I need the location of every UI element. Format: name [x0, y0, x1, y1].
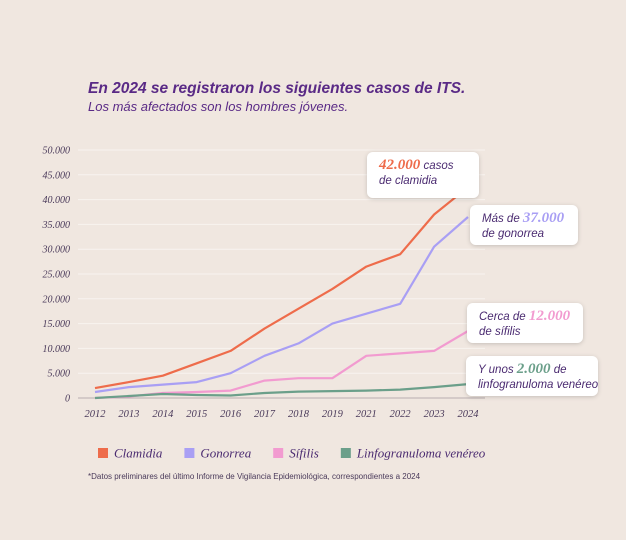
annotation-number: 42.000 [378, 157, 421, 173]
annotation-box [470, 205, 578, 245]
x-tick-label: 2021 [356, 409, 377, 420]
legend-label: Sífilis [289, 446, 319, 461]
series-line [94, 216, 469, 394]
annotation-word: de gonorrea [482, 228, 544, 240]
annotation-text: de gonorrea [482, 228, 544, 240]
y-tick-label: 0 [65, 394, 70, 405]
annotation-word: Más de [482, 213, 523, 225]
annotation-word: de [551, 364, 567, 376]
y-tick-label: 5.000 [48, 369, 71, 380]
x-tick-label: 2012 [85, 409, 107, 420]
y-tick-label: 10.000 [43, 344, 71, 355]
annotation-word: Y unos [478, 364, 517, 376]
y-tick-label: 45.000 [43, 170, 71, 181]
annotation-text: Más de 37.000 [482, 210, 565, 226]
annotation-text: linfogranuloma venéreo [478, 379, 599, 391]
annotation-text: de sífilis [479, 326, 521, 338]
annotation-word: de sífilis [479, 326, 521, 338]
x-tick-label: 2014 [152, 409, 174, 420]
x-tick-label: 2019 [322, 409, 344, 420]
y-tick-label: 40.000 [43, 195, 71, 206]
x-tick-label: 2015 [186, 409, 207, 420]
chart-subtitle: Los más afectados son los hombres jóvene… [88, 99, 348, 114]
annotation-text: Cerca de 12.000 [479, 308, 571, 324]
x-tick-label: 2023 [424, 409, 445, 420]
legend-label: Clamidia [114, 446, 163, 461]
x-tick-label: 2024 [458, 409, 480, 420]
legend-label: Gonorrea [200, 446, 251, 461]
annotation-text: de clamidia [379, 175, 437, 187]
annotation-box [466, 356, 598, 396]
x-tick-label: 2017 [254, 409, 276, 420]
annotation-box [367, 152, 479, 198]
legend-swatch [98, 448, 108, 458]
y-tick-label: 30.000 [42, 245, 71, 256]
x-tick-label: 2016 [220, 409, 242, 420]
legend-swatch [273, 448, 284, 458]
y-tick-label: 50.000 [43, 146, 71, 157]
legend-swatch [340, 448, 351, 458]
annotation-word: Cerca de [479, 311, 529, 323]
legend-label: Linfogranuloma venéreo [356, 446, 486, 461]
annotation-number: 12.000 [529, 308, 571, 324]
annotation-number: 2.000 [516, 361, 551, 377]
annotation-text: 42.000 casos [378, 157, 454, 173]
x-tick-label: 2022 [390, 409, 412, 420]
y-tick-label: 35.000 [42, 220, 71, 231]
y-tick-label: 20.000 [43, 294, 71, 305]
legend-swatch [184, 448, 195, 458]
x-tick-label: 2013 [118, 409, 139, 420]
y-tick-label: 15.000 [43, 319, 71, 330]
annotation-word: casos [420, 160, 453, 172]
footnote: *Datos preliminares del último Informe d… [88, 472, 421, 481]
annotation-word: linfogranuloma venéreo [478, 379, 599, 391]
annotation-text: Y unos 2.000 de [478, 361, 567, 377]
annotation-box [467, 303, 583, 343]
series-line [94, 186, 469, 390]
annotation-number: 37.000 [522, 210, 565, 226]
chart-title: En 2024 se registraron los siguientes ca… [88, 80, 465, 97]
annotation-word: de clamidia [379, 175, 437, 187]
x-tick-label: 2018 [288, 409, 310, 420]
y-tick-label: 25.000 [43, 270, 71, 281]
series-line [94, 383, 469, 400]
